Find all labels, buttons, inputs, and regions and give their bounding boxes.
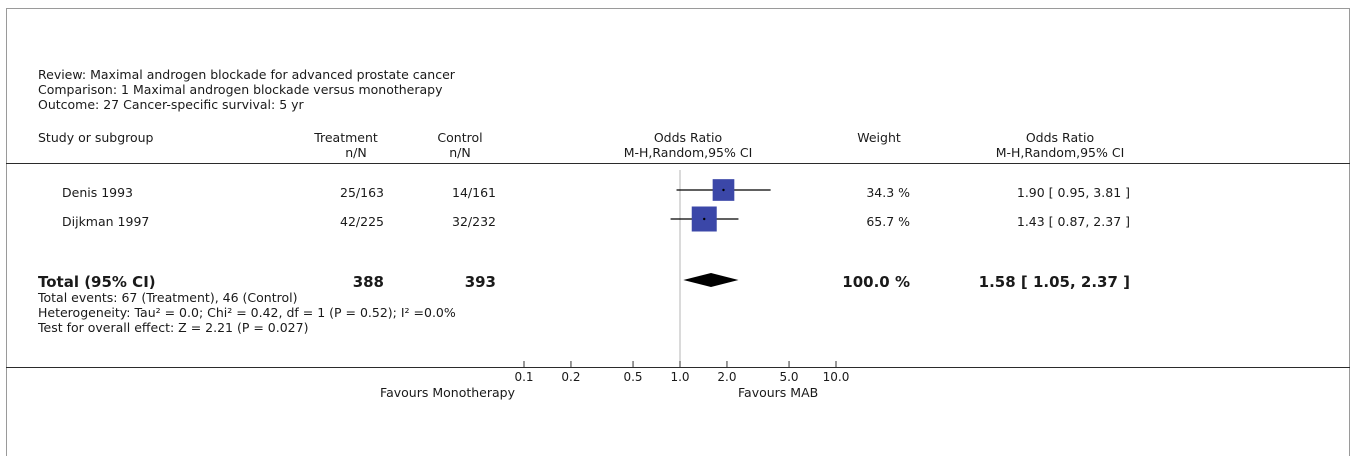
comparison-title: Comparison: 1 Maximal androgen blockade … <box>38 82 443 97</box>
total-treatment: 388 <box>352 273 384 291</box>
axis-tick-label-4: 1.0 <box>670 370 689 384</box>
col-study-header: Study or subgroup <box>38 130 154 145</box>
col-treatment-header: Treatment <box>314 130 378 145</box>
study-point-2 <box>703 217 706 221</box>
total-or-text: 1.58 [ 1.05, 2.37 ] <box>978 273 1130 291</box>
study-control-1: 14/161 <box>452 185 496 200</box>
total-weight: 100.0 % <box>842 273 910 291</box>
study-weight-2: 65.7 % <box>866 214 910 229</box>
total-events: Total events: 67 (Treatment), 46 (Contro… <box>38 290 298 305</box>
favours-right-label: Favours MAB <box>738 385 819 400</box>
total-label: Total (95% CI) <box>38 273 156 291</box>
col-control-header: Control <box>437 130 483 145</box>
study-treatment-2: 42/225 <box>340 214 384 229</box>
study-name-2: Dijkman 1997 <box>62 214 150 229</box>
study-name-1: Denis 1993 <box>62 185 134 200</box>
favours-left-label: Favours Monotherapy <box>380 385 515 400</box>
study-point-1 <box>722 188 725 192</box>
pooled-diamond <box>683 273 739 287</box>
heterogeneity-stats: Heterogeneity: Tau² = 0.0; Chi² = 0.42, … <box>38 305 456 320</box>
col-or-plot-header: Odds Ratio <box>653 130 723 145</box>
study-control-2: 32/232 <box>452 214 496 229</box>
total-control: 393 <box>464 273 496 291</box>
outcome-title: Outcome: 27 Cancer-specific survival: 5 … <box>38 97 304 112</box>
study-or-text-1: 1.90 [ 0.95, 3.81 ] <box>1016 185 1130 200</box>
axis-tick-label-3: 0.5 <box>623 370 642 384</box>
col-or-text-subheader: M-H,Random,95% CI <box>995 145 1125 160</box>
header-rule <box>6 163 1350 164</box>
col-weight-header: Weight <box>857 130 901 145</box>
overall-effect-test: Test for overall effect: Z = 2.21 (P = 0… <box>38 320 309 335</box>
axis-tick-label-1: 0.1 <box>514 370 533 384</box>
axis-tick-label-6: 5.0 <box>779 370 798 384</box>
review-title: Review: Maximal androgen blockade for ad… <box>38 67 455 82</box>
study-treatment-1: 25/163 <box>340 185 384 200</box>
study-weight-1: 34.3 % <box>866 185 910 200</box>
col-or-text-header: Odds Ratio <box>1025 130 1095 145</box>
axis-rule <box>6 367 1350 368</box>
col-treatment-subheader: n/N <box>345 145 367 160</box>
study-or-text-2: 1.43 [ 0.87, 2.37 ] <box>1016 214 1130 229</box>
col-control-subheader: n/N <box>449 145 471 160</box>
axis-tick-label-5: 2.0 <box>717 370 736 384</box>
axis-tick-label-2: 0.2 <box>561 370 580 384</box>
col-or-plot-subheader: M-H,Random,95% CI <box>623 145 753 160</box>
figure-frame <box>6 8 1350 456</box>
axis-tick-label-7: 10.0 <box>823 370 850 384</box>
